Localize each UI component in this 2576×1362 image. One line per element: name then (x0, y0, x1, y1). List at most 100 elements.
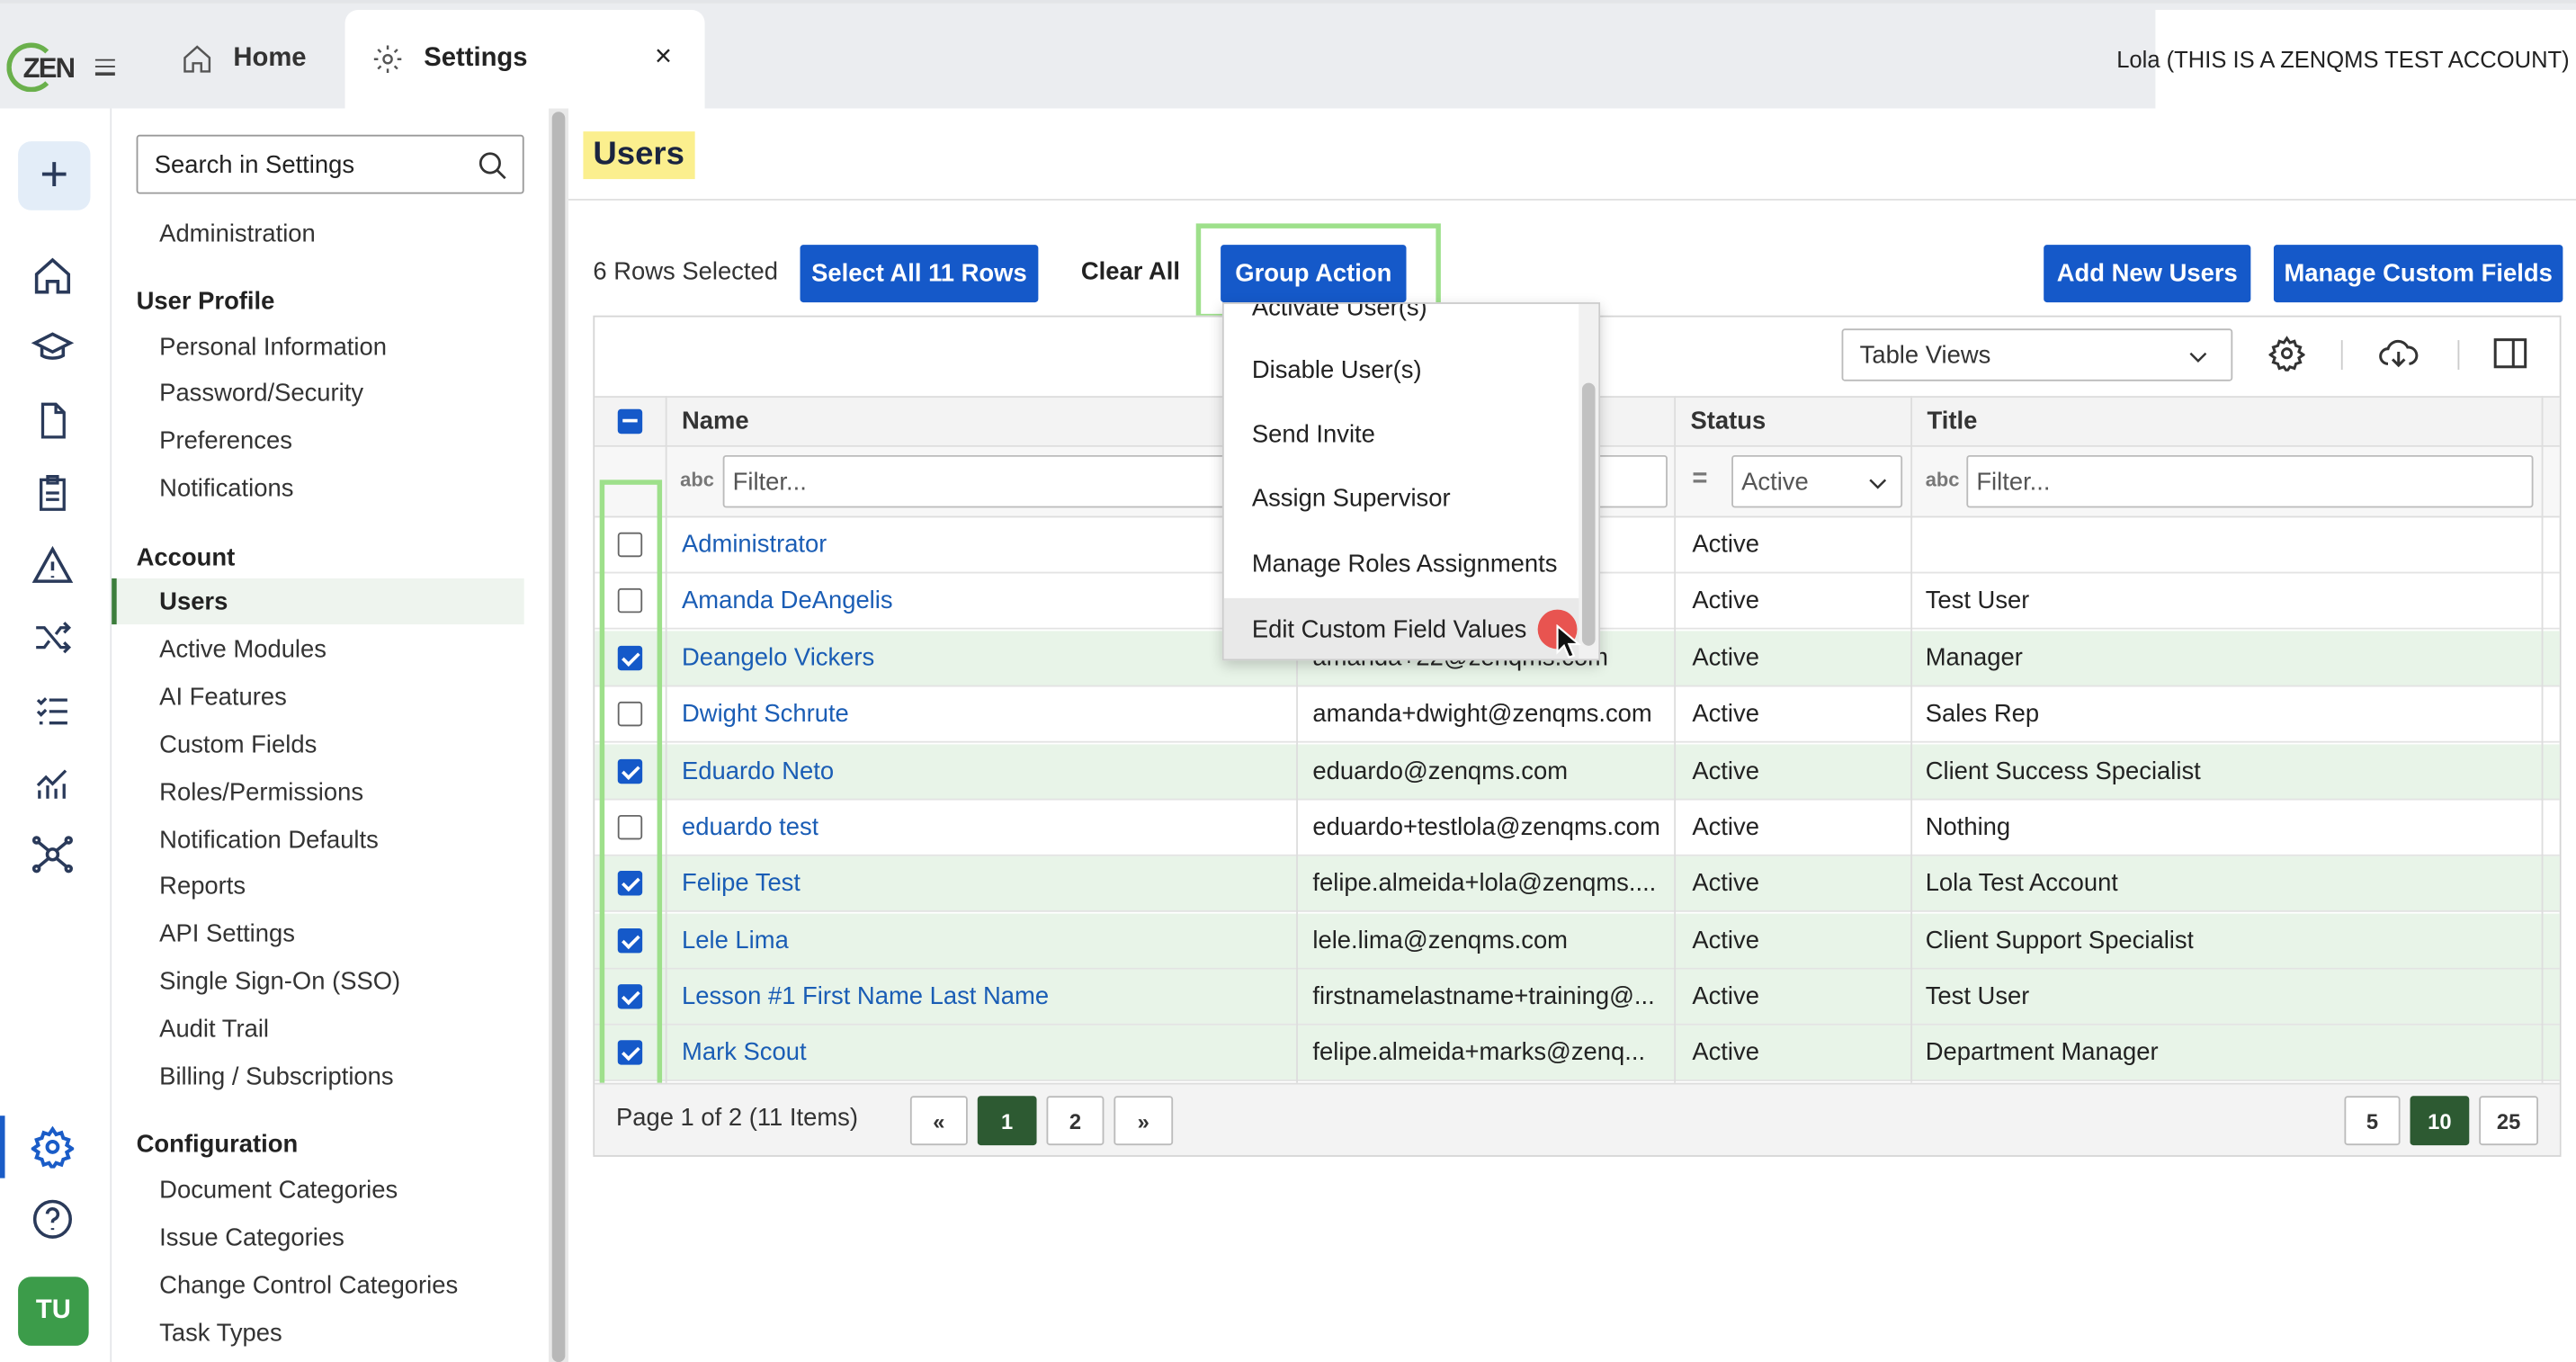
tab-settings[interactable]: Settings × (344, 9, 705, 109)
menu-item-manage-roles-assignments[interactable]: Manage Roles Assignments (1251, 549, 1558, 578)
table-row[interactable]: Lele Lima lele.lima@zenqms.com Active Clien… (595, 913, 2560, 970)
menu-item-disable-users[interactable]: Disable User(s) (1251, 355, 1422, 384)
nav-item-task-types[interactable]: Task Types (159, 1318, 282, 1347)
page-size-5-button[interactable]: 5 (2344, 1096, 2401, 1146)
row-checkbox[interactable] (617, 645, 643, 671)
add-new-users-button[interactable]: Add New Users (2044, 245, 2251, 303)
checklist-icon[interactable] (30, 470, 76, 515)
group-action-button[interactable]: Group Action (1221, 245, 1407, 303)
nav-item-billing[interactable]: Billing / Subscriptions (159, 1062, 394, 1090)
chart-icon[interactable] (30, 759, 76, 805)
manage-custom-fields-button[interactable]: Manage Custom Fields (2273, 245, 2563, 303)
user-name-link[interactable]: eduardo test (682, 813, 819, 842)
row-checkbox[interactable] (617, 532, 643, 558)
menu-item-assign-supervisor[interactable]: Assign Supervisor (1251, 483, 1451, 512)
text-filter-icon[interactable]: abc (1925, 468, 1960, 492)
user-name-link[interactable]: Mark Scout (682, 1038, 807, 1067)
menu-item-activate-users[interactable]: Activate User(s) (1251, 302, 1427, 322)
add-button[interactable]: + (18, 141, 91, 211)
user-name-link[interactable]: Administrator (682, 530, 827, 560)
settings-search-input[interactable]: Search in Settings (136, 134, 524, 194)
nav-item-custom-fields[interactable]: Custom Fields (159, 730, 318, 758)
table-row[interactable]: Dwight Schrute amanda+dwight@zenqms.com Ac… (595, 686, 2560, 743)
column-header-title[interactable]: Title (1927, 407, 1978, 436)
column-layout-icon[interactable] (2491, 336, 2530, 372)
row-checkbox[interactable] (617, 701, 643, 727)
table-row[interactable]: eduardo test eduardo+testlola@zenqms.com A… (595, 801, 2560, 856)
title-filter-input[interactable]: Filter... (1966, 454, 2534, 508)
row-checkbox[interactable] (617, 587, 643, 614)
nav-item-ai-features[interactable]: AI Features (159, 682, 287, 711)
nav-item-personal-information[interactable]: Personal Information (159, 332, 387, 361)
search-icon[interactable] (477, 149, 510, 183)
row-checkbox[interactable] (617, 984, 643, 1009)
hamburger-menu-icon[interactable] (94, 54, 125, 80)
name-filter-input[interactable]: Filter... (722, 454, 1298, 508)
column-header-status[interactable]: Status (1690, 407, 1767, 436)
nav-item-reports[interactable]: Reports (159, 871, 246, 901)
page-1-button[interactable]: 1 (977, 1096, 1037, 1146)
nav-scrollbar[interactable] (549, 108, 568, 1362)
nav-item-roles-permissions[interactable]: Roles/Permissions (159, 777, 364, 806)
row-checkbox[interactable] (617, 927, 643, 954)
cloud-download-icon[interactable] (2375, 336, 2421, 372)
row-checkbox[interactable] (617, 814, 643, 840)
document-icon[interactable] (30, 398, 76, 444)
help-icon[interactable] (30, 1196, 76, 1242)
row-checkbox[interactable] (617, 871, 643, 896)
zen-logo[interactable]: ZEN (6, 40, 76, 93)
nav-item-issue-categories[interactable]: Issue Categories (159, 1223, 344, 1251)
network-icon[interactable] (30, 831, 76, 877)
user-name-link[interactable]: Eduardo Neto (682, 757, 835, 786)
nav-item-password-security[interactable]: Password/Security (159, 379, 364, 408)
nav-item-document-categories[interactable]: Document Categories (159, 1175, 398, 1204)
task-list-icon[interactable] (30, 686, 76, 732)
equals-filter-icon[interactable]: = (1692, 464, 1708, 493)
user-name-link[interactable]: Lesson #1 First Name Last Name (682, 982, 1050, 1011)
warning-icon[interactable] (30, 542, 76, 588)
menu-item-edit-custom-field-values[interactable]: Edit Custom Field Values (1223, 597, 1582, 659)
home-icon[interactable] (30, 253, 76, 299)
table-row[interactable]: Eduardo Neto eduardo@zenqms.com Active Clie… (595, 744, 2560, 801)
row-checkbox[interactable] (617, 758, 643, 784)
table-views-select[interactable]: Table Views (1841, 328, 2233, 381)
text-filter-icon[interactable]: abc (680, 468, 714, 492)
page-size-25-button[interactable]: 25 (2479, 1096, 2538, 1146)
nav-item-sso[interactable]: Single Sign-On (SSO) (159, 966, 401, 995)
table-row[interactable]: Lesson #1 First Name Last Name firstnamel… (595, 969, 2560, 1026)
menu-item-send-invite[interactable]: Send Invite (1251, 419, 1375, 448)
nav-item-preferences[interactable]: Preferences (159, 426, 292, 455)
row-checkbox[interactable] (617, 1040, 643, 1065)
grid-settings-icon[interactable] (2268, 336, 2305, 372)
menu-scrollbar[interactable] (1579, 303, 1599, 659)
table-row[interactable]: Mark Scout felipe.almeida+marks@zenq... Ac… (595, 1025, 2560, 1081)
prev-page-button[interactable]: « (909, 1096, 968, 1146)
page-2-button[interactable]: 2 (1046, 1096, 1105, 1146)
status-filter-select[interactable]: Active (1731, 454, 1903, 508)
next-page-button[interactable]: » (1114, 1096, 1174, 1146)
user-name-link[interactable]: Lele Lima (682, 927, 789, 955)
table-row[interactable]: Felipe Test felipe.almeida+lola@zenqms...… (595, 856, 2560, 912)
nav-item-audit-trail[interactable]: Audit Trail (159, 1014, 270, 1043)
shuffle-icon[interactable] (30, 614, 76, 660)
nav-item-users[interactable]: Users (112, 578, 524, 625)
nav-item-active-modules[interactable]: Active Modules (159, 634, 326, 664)
user-name-link[interactable]: Deangelo Vickers (682, 644, 875, 673)
user-name-link[interactable]: Dwight Schrute (682, 700, 849, 729)
training-icon[interactable] (30, 326, 76, 372)
settings-icon[interactable] (30, 1124, 76, 1169)
select-all-checkbox[interactable] (617, 408, 643, 435)
page-size-10-button[interactable]: 10 (2410, 1096, 2470, 1146)
select-all-rows-button[interactable]: Select All 11 Rows (800, 245, 1039, 303)
column-header-name[interactable]: Name (682, 407, 749, 436)
nav-item-notification-defaults[interactable]: Notification Defaults (159, 825, 379, 854)
nav-item-api-settings[interactable]: API Settings (159, 918, 295, 947)
tab-home[interactable]: Home (138, 10, 338, 109)
user-name-link[interactable]: Amanda DeAngelis (682, 587, 893, 615)
clear-all-button[interactable]: Clear All (1080, 257, 1181, 286)
user-name-link[interactable]: Felipe Test (682, 869, 801, 898)
nav-item-change-control-categories[interactable]: Change Control Categories (159, 1270, 459, 1299)
account-label[interactable]: Lola (THIS IS A ZENQMS TEST ACCOUNT) (2116, 9, 2576, 109)
nav-item-administration[interactable]: Administration (159, 219, 316, 247)
close-tab-icon[interactable]: × (654, 39, 673, 73)
